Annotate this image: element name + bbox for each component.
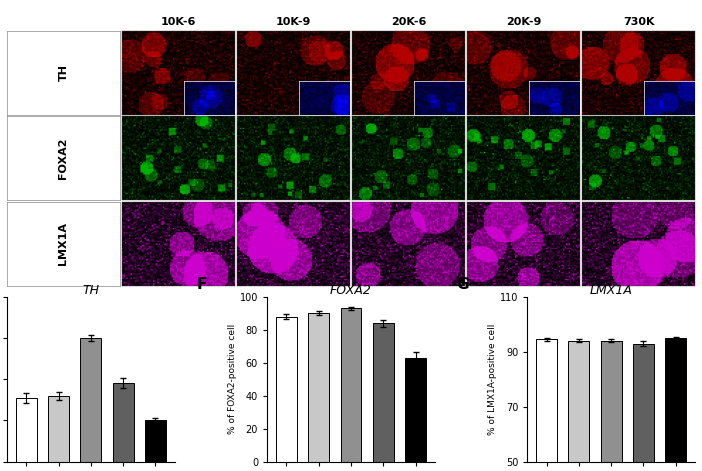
Title: TH: TH [82,284,100,297]
Text: F: F [197,277,207,292]
Title: LMX1A: LMX1A [590,284,633,297]
Bar [113,383,133,462]
Text: FOXA2: FOXA2 [58,138,68,179]
Bar [276,317,297,462]
Bar [48,396,69,462]
Bar [405,358,426,462]
Text: LMX1A: LMX1A [58,222,68,265]
Bar [16,398,37,462]
Bar [340,309,362,462]
Bar [601,341,621,471]
Title: FOXA2: FOXA2 [330,284,372,297]
Text: TH: TH [58,64,68,81]
Text: 10K-9: 10K-9 [276,16,311,27]
Text: 20K-9: 20K-9 [506,16,541,27]
Bar [145,421,166,462]
Text: 20K-6: 20K-6 [391,16,426,27]
Text: G: G [457,277,469,292]
Bar [373,323,394,462]
Text: 10K-6: 10K-6 [161,16,196,27]
Y-axis label: % of LMX1A-positive cell: % of LMX1A-positive cell [488,324,497,435]
Bar [633,343,654,471]
Bar [665,338,686,471]
Bar [536,340,557,471]
Text: 730K: 730K [623,16,654,27]
Bar [569,341,589,471]
Y-axis label: % of FOXA2-positive cell: % of FOXA2-positive cell [228,324,237,434]
Bar [81,338,101,462]
Bar [308,313,329,462]
